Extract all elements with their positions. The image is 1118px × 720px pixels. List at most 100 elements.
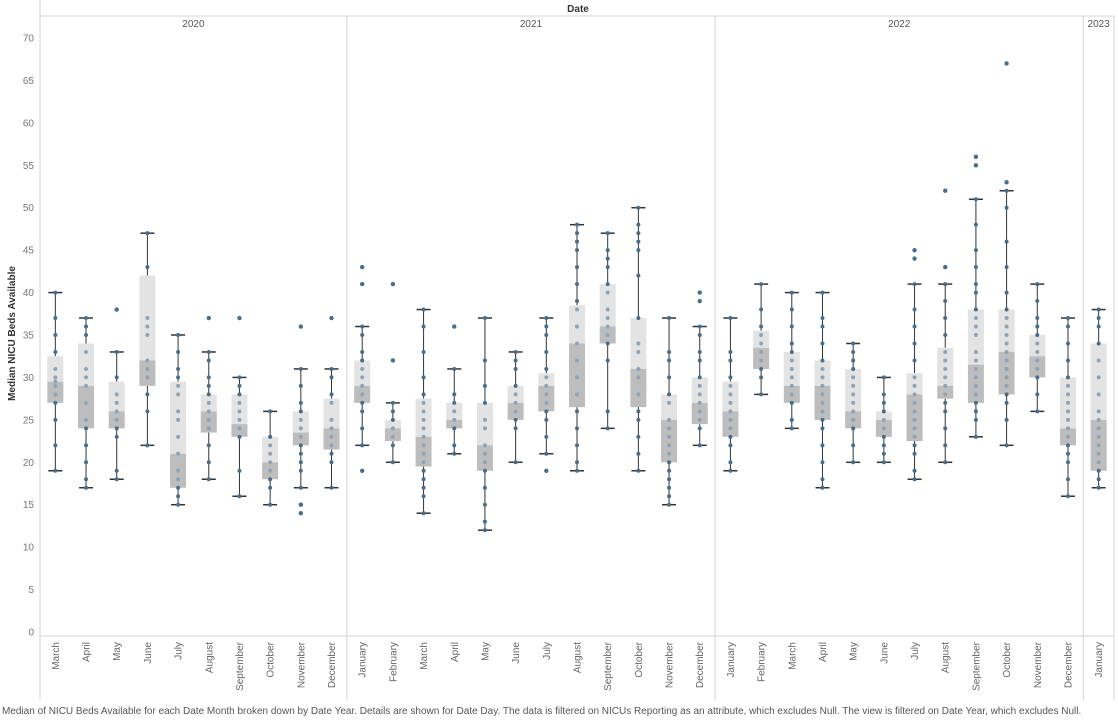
data-point [973,222,978,227]
data-point [789,358,794,363]
box-lower [1029,356,1046,378]
y-tick-label: 45 [23,246,35,257]
data-point [176,383,181,388]
data-point [1096,460,1101,465]
box-upper [1029,335,1046,357]
data-point [145,333,150,337]
data-point [114,400,119,405]
box-upper [875,411,892,420]
data-point [912,468,917,473]
data-point [513,349,518,354]
month-tick-label: August [941,642,952,673]
data-point [1035,324,1040,329]
box-lower [569,343,585,408]
data-point [667,417,672,422]
data-point [206,460,211,465]
data-point [820,485,825,490]
data-point [390,400,395,405]
data-point [421,375,426,380]
data-point [176,366,181,371]
data-point [881,451,886,456]
data-point [636,273,641,278]
data-point [1096,477,1101,482]
data-point [789,366,794,371]
data-point [421,443,426,448]
year-header-label: 2023 [1088,19,1111,30]
data-point [851,349,856,354]
data-point [636,222,641,227]
box-lower [292,432,309,446]
data-point [268,477,273,482]
data-point [820,383,825,388]
data-point [759,324,764,329]
data-point [667,349,672,354]
data-point [697,333,702,337]
data-point [298,434,303,439]
data-point [360,383,365,388]
year-header-label: 2022 [888,19,911,30]
data-point [636,468,641,473]
data-point [912,434,917,439]
outlier-point [390,281,396,287]
data-point [268,468,273,473]
data-point [360,375,365,380]
data-point [421,417,426,422]
chart-caption: Median of NICU Beds Available for each D… [2,706,1082,717]
data-point [728,426,733,431]
box-upper [170,381,187,454]
data-point [697,375,702,380]
data-point [820,341,825,346]
data-point [636,409,641,414]
data-point [544,375,549,380]
month-box-group [231,315,248,499]
data-point [636,341,641,346]
data-point [53,366,58,371]
data-point [237,417,242,422]
month-box-group [476,316,493,533]
data-point [53,383,58,388]
data-point [360,443,365,448]
data-point [1035,392,1040,397]
data-point [575,375,579,380]
data-point [176,375,181,380]
data-point [820,290,825,295]
data-point [973,248,978,253]
data-point [759,349,764,354]
data-point [114,375,119,380]
data-point [667,468,672,473]
month-tick-label: April [450,642,461,662]
data-point [943,392,948,397]
data-point [544,324,549,329]
data-point [851,426,856,431]
data-point [482,443,487,448]
data-point [881,392,886,397]
data-point [1065,494,1070,499]
box-lower [906,394,923,442]
data-point [329,392,334,397]
data-point [1035,409,1040,414]
data-point [329,426,334,431]
data-point [452,409,457,414]
data-point [912,400,917,405]
data-point [84,477,89,482]
data-point [53,392,58,397]
data-point [176,434,181,439]
data-point [421,400,426,405]
data-point [881,417,886,422]
data-point [973,349,978,354]
data-point [1004,307,1009,312]
data-point [575,307,579,312]
data-point [912,477,917,482]
data-point [789,341,794,346]
data-point [667,485,672,490]
data-point [1096,426,1101,431]
data-point [605,256,610,261]
data-point [575,248,579,253]
data-point [943,443,948,448]
data-point [667,451,672,456]
month-box-group [1059,316,1076,499]
month-tick-label: May [112,642,123,661]
data-point [176,451,181,456]
data-point [1065,460,1070,465]
data-point [667,358,672,363]
